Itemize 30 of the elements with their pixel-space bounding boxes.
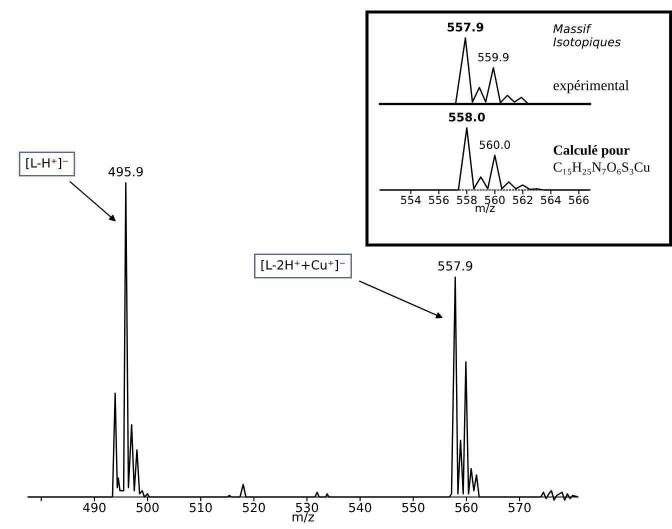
x-tick-label: 540: [349, 502, 372, 512]
annotation: 557.9: [438, 261, 472, 271]
x-tick-label: 562: [513, 196, 532, 204]
annotation: 560.0: [480, 140, 510, 149]
x-axis-title: m/z: [292, 512, 314, 523]
x-tick-label: 520: [242, 502, 265, 512]
text: [L-H⁺]⁻: [26, 158, 68, 170]
annotation: C₁₅H₂₅N₇O₆S₃Cu: [554, 162, 650, 175]
x-tick-label: 564: [541, 196, 561, 204]
x-axis-title: m/z: [476, 204, 495, 214]
annotation: Calculé pour: [554, 145, 630, 158]
annotation: 559.9: [478, 52, 509, 62]
annotation: 495.9: [108, 166, 143, 176]
annotation: expérimental: [554, 80, 629, 94]
x-tick-label: 530: [296, 502, 318, 512]
x-tick-label: 570: [508, 502, 531, 512]
annotation: 557.9: [448, 22, 484, 32]
x-tick-label: 566: [569, 196, 589, 204]
x-tick-label: 550: [402, 502, 424, 512]
x-tick-label: 560: [455, 502, 478, 512]
x-tick-label: 490: [83, 502, 106, 512]
annotation: [L-2H⁺+Cu⁺]⁻: [261, 260, 345, 272]
x-tick-label: 558: [457, 196, 477, 204]
x-tick-label: 560: [485, 196, 505, 204]
x-tick-label: 556: [429, 196, 449, 204]
annotation: 558.0: [449, 112, 485, 122]
x-tick-label: 500: [136, 502, 159, 512]
annotation: Massif Isotopiques: [553, 24, 621, 49]
x-tick-label: 554: [401, 196, 421, 204]
x-tick-label: 510: [190, 502, 212, 512]
